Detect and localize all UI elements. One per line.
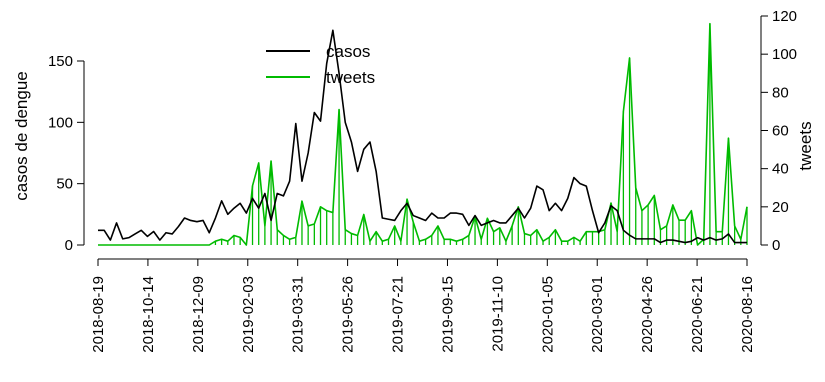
left-axis-title: casos de dengue bbox=[12, 71, 31, 201]
x-axis-tick-label: 2019-02-03 bbox=[240, 276, 257, 353]
x-axis-tick-label: 2018-08-19 bbox=[90, 276, 107, 353]
x-axis: 2018-08-19 2018-10-14 2018-12-09 2019-02-03… bbox=[90, 258, 756, 353]
right-axis-title: tweets bbox=[796, 121, 815, 170]
legend-label-tweets: tweets bbox=[326, 68, 375, 87]
x-axis-tick-label: 2020-03-01 bbox=[589, 276, 606, 353]
left-axis-tick-label: 100 bbox=[48, 114, 73, 131]
x-axis-tick-label: 2018-10-14 bbox=[140, 276, 157, 353]
x-axis-tick-label: 2020-01-05 bbox=[539, 276, 556, 353]
x-axis-tick-label: 2018-12-09 bbox=[190, 276, 207, 353]
tweets-verticals-layer bbox=[214, 23, 748, 245]
casos-line-layer bbox=[98, 29, 747, 244]
x-axis-tick-label: 2019-05-26 bbox=[340, 276, 357, 353]
left-axis-tick-label: 50 bbox=[56, 176, 73, 193]
x-axis-tick-label: 2019-09-15 bbox=[439, 276, 456, 353]
left-axis: 0 50 100 150 bbox=[48, 53, 85, 254]
right-axis-tick-label: 0 bbox=[772, 237, 780, 254]
right-axis-tick-label: 40 bbox=[772, 161, 789, 178]
x-axis-tick-label: 2020-06-21 bbox=[689, 276, 706, 353]
legend: casos tweets bbox=[266, 42, 375, 87]
x-axis-tick-label: 2020-08-16 bbox=[739, 276, 756, 353]
right-axis: 0 20 40 60 80 100 120 bbox=[760, 8, 797, 254]
left-axis-tick-label: 0 bbox=[65, 237, 73, 254]
x-axis-tick-label: 2019-11-10 bbox=[489, 276, 506, 352]
right-axis-tick-label: 100 bbox=[772, 46, 797, 63]
tweets-series-line bbox=[98, 22, 748, 246]
x-axis-tick-label: 2020-04-26 bbox=[639, 276, 656, 353]
tweets-line-layer bbox=[98, 22, 748, 246]
right-axis-tick-label: 20 bbox=[772, 199, 789, 216]
right-axis-tick-label: 80 bbox=[772, 84, 789, 101]
left-axis-tick-label: 150 bbox=[48, 53, 73, 70]
x-axis-tick-label: 2019-03-31 bbox=[290, 276, 307, 353]
casos-series-line bbox=[98, 29, 747, 244]
right-axis-tick-label: 60 bbox=[772, 123, 789, 140]
x-axis-tick-label: 2019-07-21 bbox=[390, 276, 407, 353]
right-axis-tick-label: 120 bbox=[772, 8, 797, 25]
legend-label-casos: casos bbox=[326, 42, 370, 61]
